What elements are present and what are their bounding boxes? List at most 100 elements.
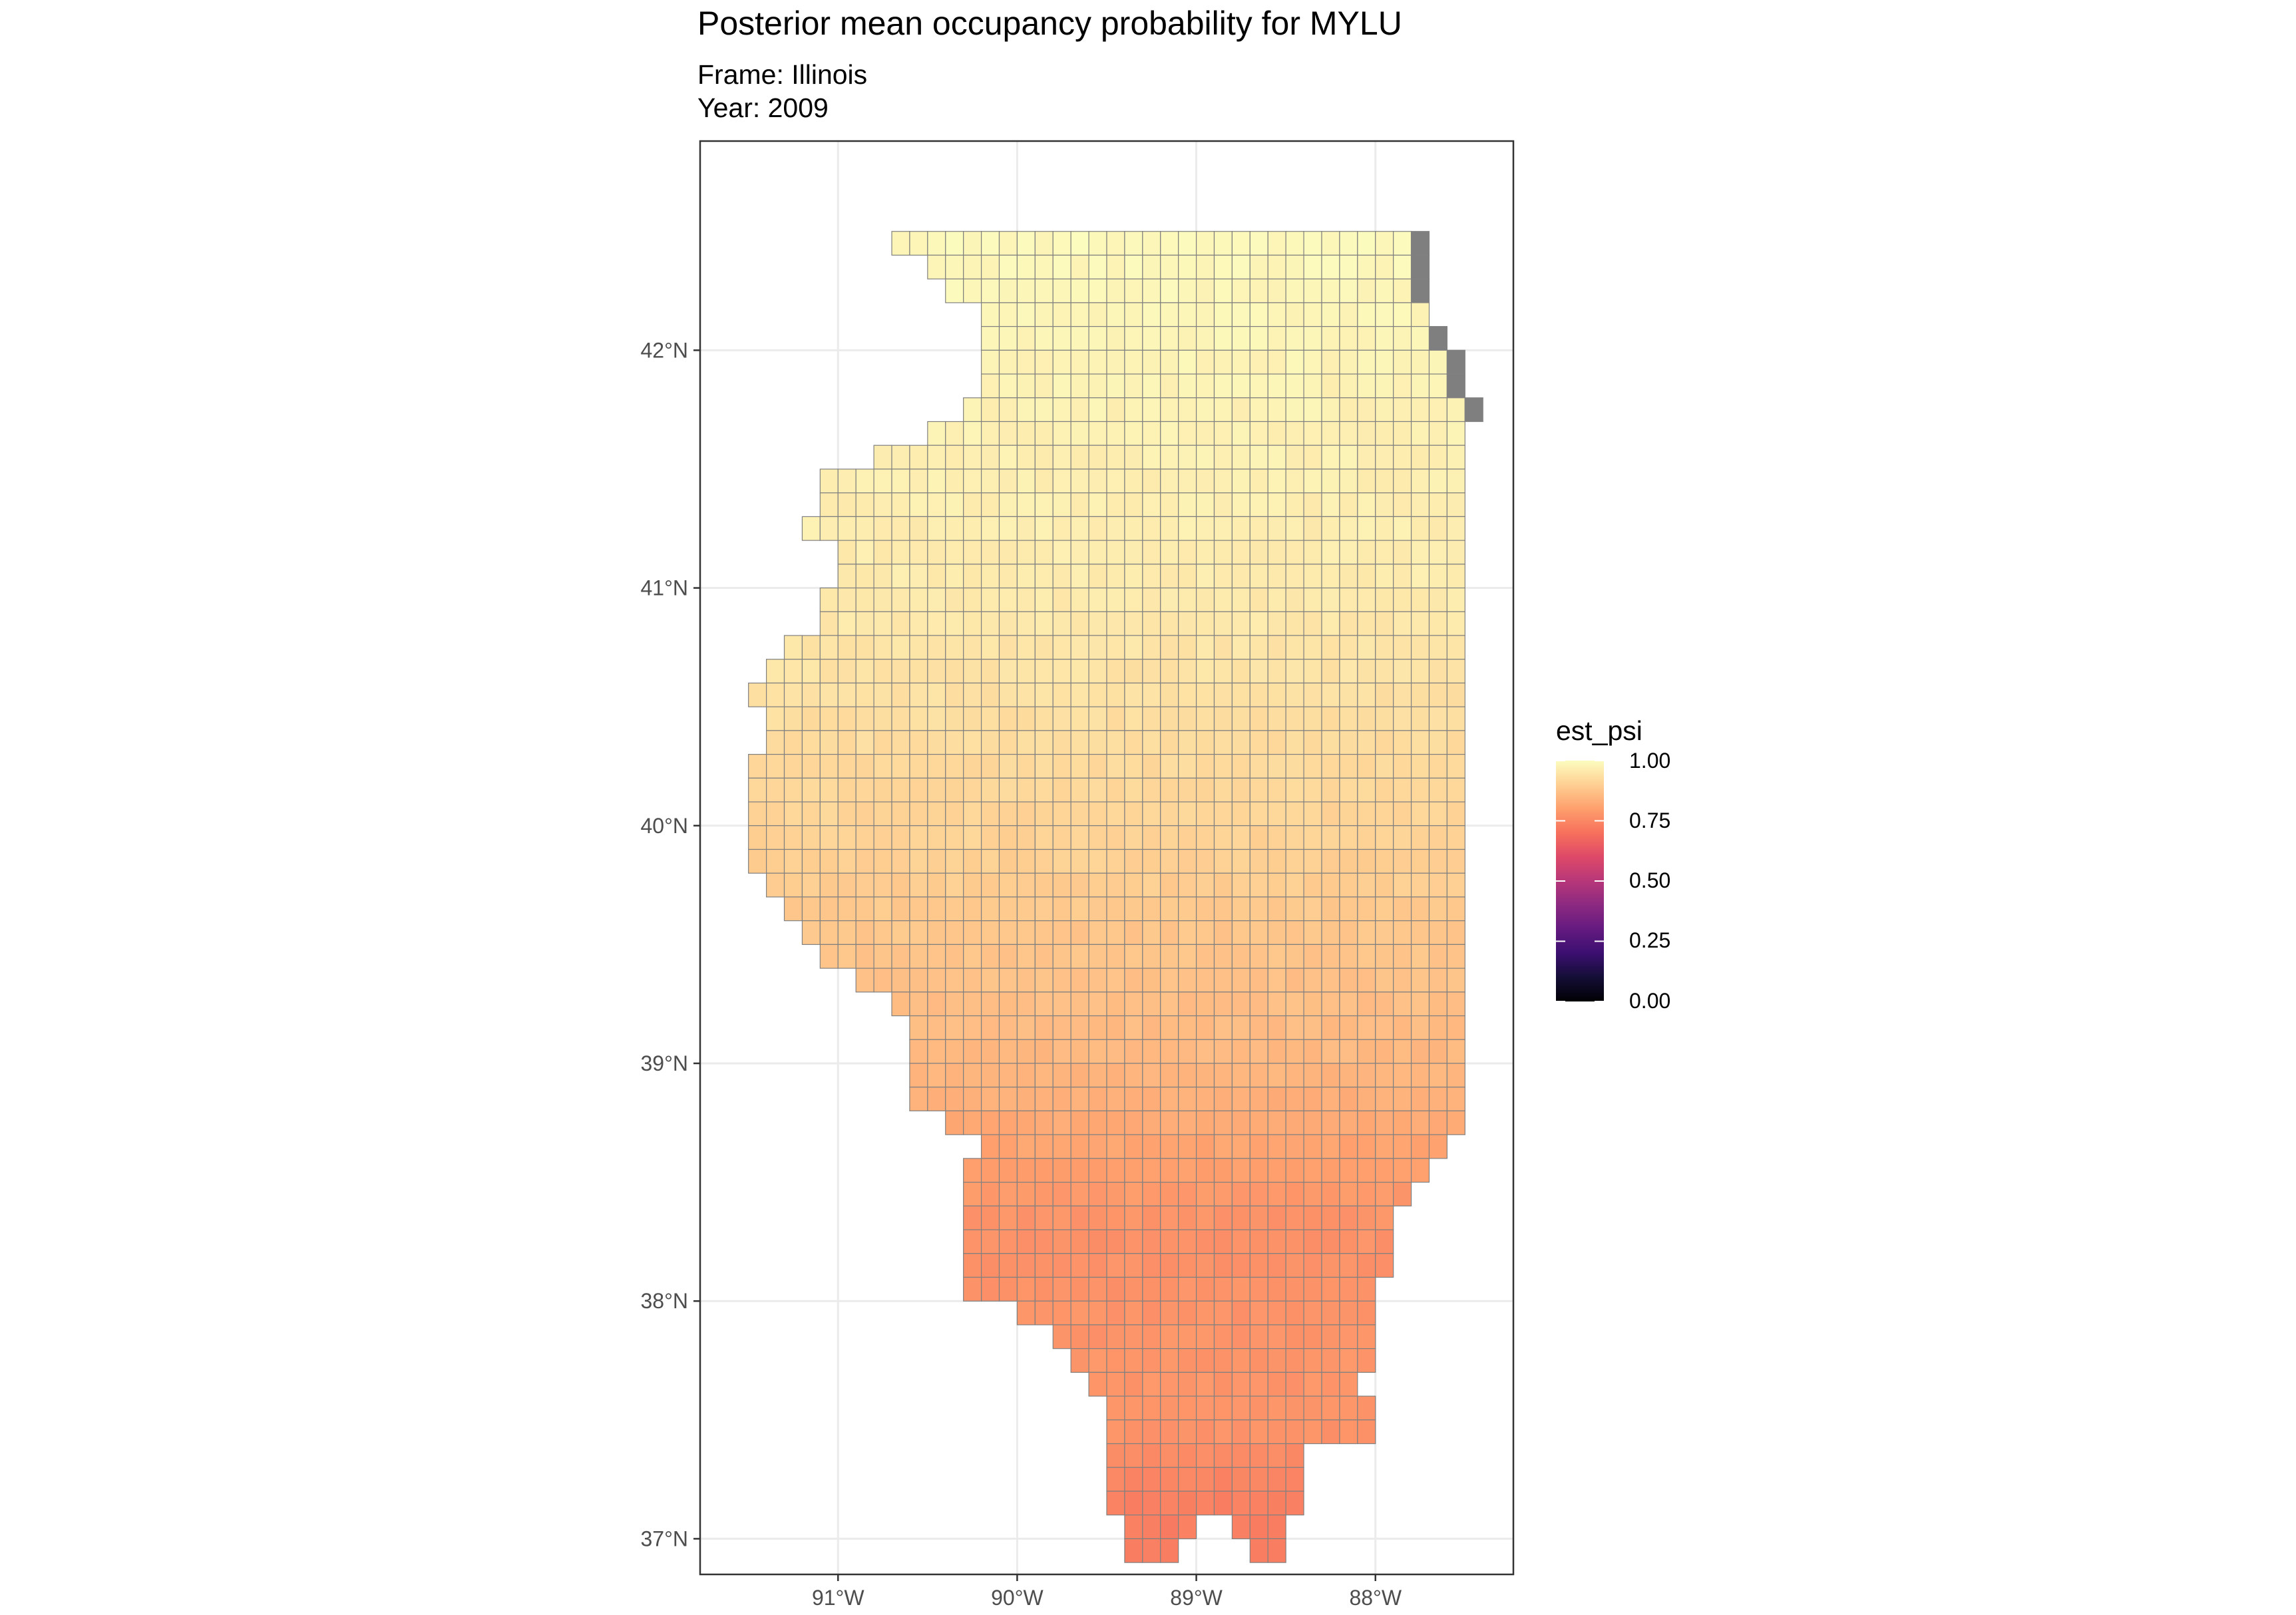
- occupancy-cell: [855, 896, 874, 922]
- occupancy-cell: [998, 1134, 1018, 1159]
- occupancy-cell: [1088, 968, 1107, 993]
- occupancy-cell: [1410, 872, 1430, 898]
- occupancy-cell: [1375, 421, 1394, 446]
- occupancy-cell: [1339, 920, 1358, 945]
- occupancy-cell: [1088, 1063, 1107, 1088]
- occupancy-cell: [1124, 659, 1143, 684]
- occupancy-cell: [1267, 397, 1286, 423]
- occupancy-cell: [963, 587, 982, 612]
- occupancy-cells: [748, 231, 1483, 1563]
- occupancy-cell: [1213, 730, 1233, 755]
- occupancy-cell: [909, 659, 928, 684]
- occupancy-cell: [837, 564, 857, 589]
- occupancy-cell: [1016, 587, 1036, 612]
- occupancy-cell: [873, 777, 892, 803]
- occupancy-cell: [1410, 730, 1430, 755]
- occupancy-cell: [1428, 730, 1448, 755]
- occupancy-cell: [1267, 587, 1286, 612]
- occupancy-cell: [1428, 635, 1448, 660]
- occupancy-cell: [963, 1087, 982, 1112]
- occupancy-cell: [1446, 1110, 1465, 1135]
- occupancy-cell: [998, 1039, 1018, 1064]
- occupancy-cell: [1303, 1419, 1322, 1445]
- occupancy-cell: [1178, 706, 1197, 731]
- occupancy-cell: [1321, 326, 1340, 351]
- occupancy-cell: [1034, 682, 1053, 707]
- occupancy-cell: [1052, 564, 1071, 589]
- occupancy-cell: [1124, 848, 1143, 874]
- occupancy-cell: [1267, 1515, 1286, 1540]
- occupancy-cell: [998, 1205, 1018, 1230]
- occupancy-cell: [927, 540, 946, 565]
- occupancy-cell: [1213, 682, 1233, 707]
- occupancy-cell: [1339, 682, 1358, 707]
- occupancy-cell: [1124, 730, 1143, 755]
- occupancy-cell: [837, 944, 857, 969]
- occupancy-cell: [945, 1110, 964, 1135]
- occupancy-cell: [945, 825, 964, 850]
- occupancy-cell: [980, 1181, 1000, 1206]
- occupancy-cell: [1321, 1015, 1340, 1040]
- occupancy-cell: [927, 468, 946, 494]
- occupancy-cell: [1321, 254, 1340, 279]
- occupancy-cell: [783, 730, 803, 755]
- occupancy-cell: [927, 777, 946, 803]
- occupancy-cell: [873, 635, 892, 660]
- occupancy-cell: [1160, 564, 1179, 589]
- occupancy-cell: [1446, 540, 1465, 565]
- occupancy-cell: [927, 872, 946, 898]
- occupancy-cell: [1428, 587, 1448, 612]
- occupancy-cell: [819, 587, 839, 612]
- occupancy-cell: [927, 944, 946, 969]
- occupancy-cell: [927, 1015, 946, 1040]
- occupancy-cell: [1375, 278, 1394, 303]
- occupancy-cell: [1249, 801, 1268, 826]
- occupancy-cell: [891, 848, 910, 874]
- occupancy-cell: [980, 540, 1000, 565]
- occupancy-cell: [945, 754, 964, 779]
- occupancy-cell: [1195, 1276, 1215, 1302]
- occupancy-cell: [1088, 730, 1107, 755]
- occupancy-cell: [1142, 1039, 1161, 1064]
- occupancy-cell: [1178, 682, 1197, 707]
- occupancy-cell: [1178, 896, 1197, 922]
- occupancy-cell: [927, 1087, 946, 1112]
- occupancy-cell: [1124, 1443, 1143, 1468]
- occupancy-cell: [1034, 1181, 1053, 1206]
- occupancy-cell: [1267, 468, 1286, 494]
- occupancy-cell: [1106, 1087, 1125, 1112]
- occupancy-cell: [1285, 587, 1304, 612]
- occupancy-cell: [1070, 373, 1089, 399]
- occupancy-cell: [765, 730, 785, 755]
- occupancy-cell: [1178, 445, 1197, 470]
- occupancy-cell: [1088, 1110, 1107, 1135]
- occupancy-cell: [1195, 1087, 1215, 1112]
- occupancy-cell: [1142, 872, 1161, 898]
- occupancy-cell: [1393, 421, 1412, 446]
- occupancy-cell: [1267, 278, 1286, 303]
- occupancy-cell: [1249, 278, 1268, 303]
- occupancy-cell: [855, 825, 874, 850]
- occupancy-cell: [1357, 1300, 1376, 1326]
- occupancy-cell: [927, 801, 946, 826]
- occupancy-cell: [998, 445, 1018, 470]
- occupancy-cell: [1106, 1110, 1125, 1135]
- occupancy-cell: [1303, 1110, 1322, 1135]
- occupancy-cell: [1231, 1419, 1250, 1445]
- occupancy-cell: [1178, 1395, 1197, 1421]
- occupancy-cell: [980, 445, 1000, 470]
- legend-title: est_psi: [1556, 715, 1642, 746]
- occupancy-cell: [1303, 540, 1322, 565]
- occupancy-cell: [963, 1205, 982, 1230]
- occupancy-cell: [1231, 1063, 1250, 1088]
- occupancy-cell: [927, 682, 946, 707]
- occupancy-cell: [1267, 373, 1286, 399]
- occupancy-cell: [1285, 302, 1304, 327]
- occupancy-cell: [1339, 231, 1358, 256]
- occupancy-cell: [1446, 587, 1465, 612]
- occupancy-cell: [1160, 1276, 1179, 1302]
- occupancy-cell: [1410, 540, 1430, 565]
- occupancy-cell: [1070, 944, 1089, 969]
- occupancy-cell: [1016, 1158, 1036, 1183]
- occupancy-cell: [1034, 991, 1053, 1017]
